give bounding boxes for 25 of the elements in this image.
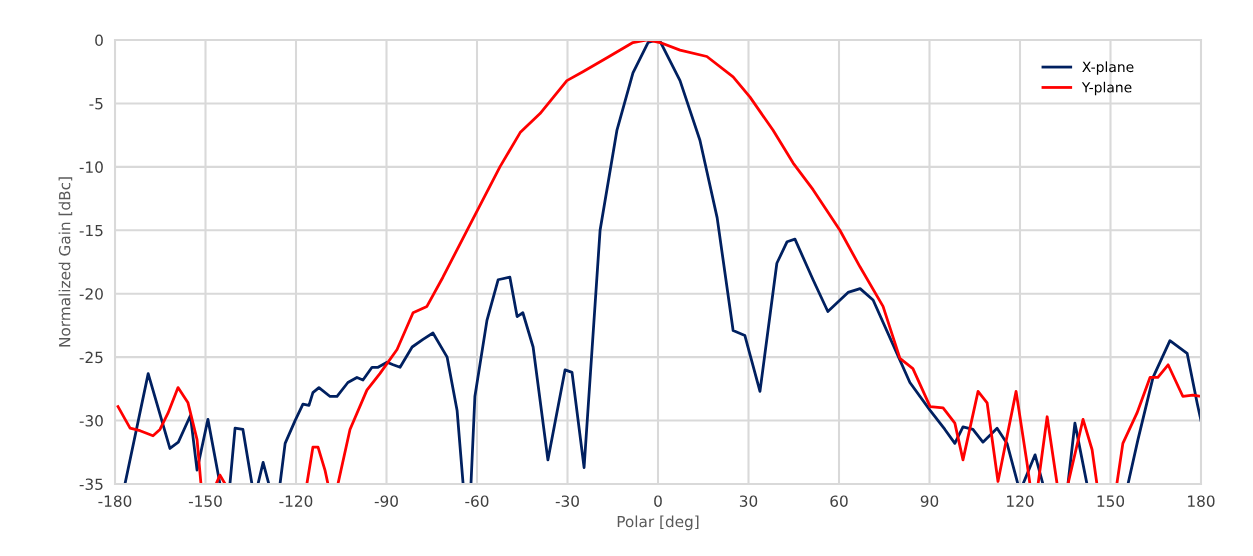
x-tick-label: -150 — [188, 495, 222, 507]
x-tick-label: 180 — [1188, 495, 1215, 507]
x-tick-label: 120 — [1007, 495, 1034, 507]
x-tick-label: -30 — [555, 495, 579, 507]
y-tick-label: 0 — [95, 34, 103, 47]
y-axis-title: Normalized Gain [dBc] — [58, 177, 73, 347]
x-tick-label: -120 — [279, 495, 313, 507]
legend-label: Y-plane — [1081, 81, 1132, 96]
y-tick-label: -10 — [79, 161, 103, 173]
x-tick-label: 90 — [920, 495, 939, 507]
y-tick-label: -30 — [79, 415, 103, 427]
x-tick-label: -90 — [374, 495, 398, 507]
x-tick-label: 60 — [830, 495, 848, 507]
x-tick-label: -180 — [98, 495, 132, 507]
x-tick-label: 30 — [739, 495, 758, 507]
legend-label: X-plane — [1082, 61, 1134, 75]
y-tick-label: -15 — [79, 224, 103, 237]
y-tick-label: -20 — [79, 288, 103, 300]
x-tick-label: 0 — [654, 495, 662, 507]
y-tick-label: -35 — [79, 478, 103, 491]
x-axis-title: Polar [deg] — [617, 515, 699, 531]
y-tick-label: -25 — [79, 351, 103, 364]
x-tick-label: 150 — [1097, 495, 1125, 507]
y-tick-label: -5 — [89, 98, 103, 110]
x-tick-label: -60 — [465, 495, 489, 507]
